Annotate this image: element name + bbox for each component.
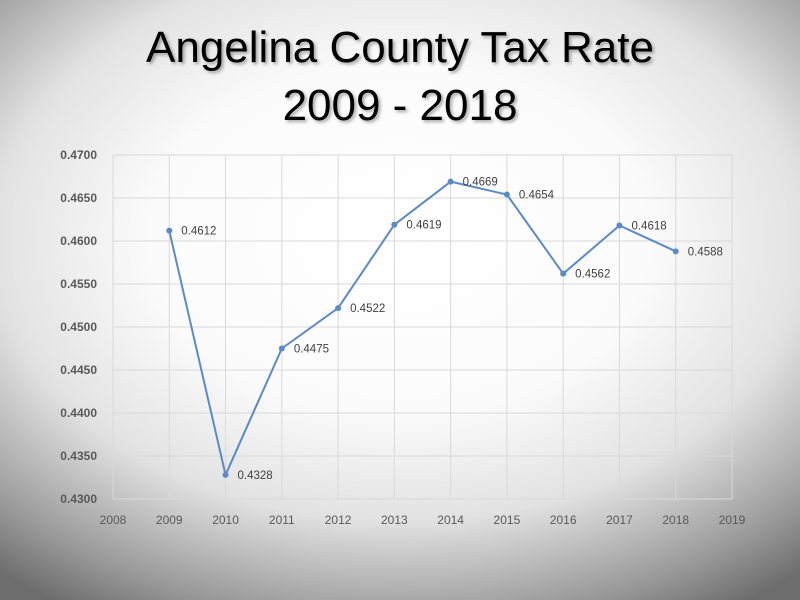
data-point (166, 227, 173, 234)
data-point (447, 178, 454, 185)
data-label: 0.4522 (350, 303, 385, 315)
data-label: 0.4328 (238, 470, 273, 482)
data-point (335, 305, 342, 312)
data-label: 0.4562 (575, 269, 610, 281)
chart-title: Angelina County Tax Rate (146, 23, 654, 72)
data-label: 0.4618 (631, 221, 666, 233)
y-tick-label: 0.4350 (60, 449, 97, 463)
y-tick-label: 0.4700 (60, 148, 97, 162)
data-label: 0.4654 (519, 190, 555, 202)
data-point (560, 270, 567, 277)
x-tick-label: 2011 (269, 513, 295, 527)
x-tick-label: 2009 (156, 513, 183, 527)
data-point (278, 345, 285, 352)
data-point (672, 248, 679, 255)
gridlines (112, 154, 733, 500)
series-tax-rate (168, 180, 677, 476)
data-label: 0.4475 (294, 344, 329, 356)
data-point (503, 191, 510, 198)
data-label: 0.4612 (181, 226, 216, 238)
y-tick-label: 0.4600 (60, 234, 97, 248)
x-axis-ticks: 2008 2009 2010 2011 2012 2013 2014 2015 2016 2017… (100, 513, 746, 527)
series-line (168, 180, 677, 476)
x-tick-label: 2010 (212, 513, 239, 527)
x-tick-label: 2012 (325, 513, 352, 527)
data-point (616, 222, 623, 229)
y-tick-label: 0.4400 (60, 406, 97, 420)
x-tick-label: 2008 (100, 513, 127, 527)
y-tick-label: 0.4450 (60, 363, 97, 377)
chart-subtitle: 2009 - 2018 (282, 81, 518, 130)
data-point (391, 221, 398, 228)
y-tick-label: 0.4300 (60, 492, 97, 506)
x-tick-label: 2018 (662, 513, 689, 527)
y-axis-ticks: 0.4300 0.4350 0.4400 0.4450 0.4500 0.4550 0.46… (60, 148, 97, 506)
y-tick-label: 0.4550 (60, 277, 97, 291)
data-points (166, 178, 679, 478)
x-tick-label: 2015 (494, 513, 521, 527)
x-tick-label: 2013 (381, 513, 408, 527)
data-label: 0.4619 (406, 220, 441, 232)
x-tick-label: 2017 (606, 513, 633, 527)
x-tick-label: 2019 (719, 513, 746, 527)
y-tick-label: 0.4650 (60, 191, 97, 205)
data-labels: 0.4612 0.4328 0.4475 0.4522 0.4619 0.4669 0.46… (181, 177, 723, 482)
data-label: 0.4669 (463, 177, 498, 189)
y-tick-label: 0.4500 (60, 320, 97, 334)
data-label: 0.4588 (688, 246, 723, 258)
x-tick-label: 2016 (550, 513, 577, 527)
x-tick-label: 2014 (437, 513, 464, 527)
data-point (222, 471, 229, 478)
